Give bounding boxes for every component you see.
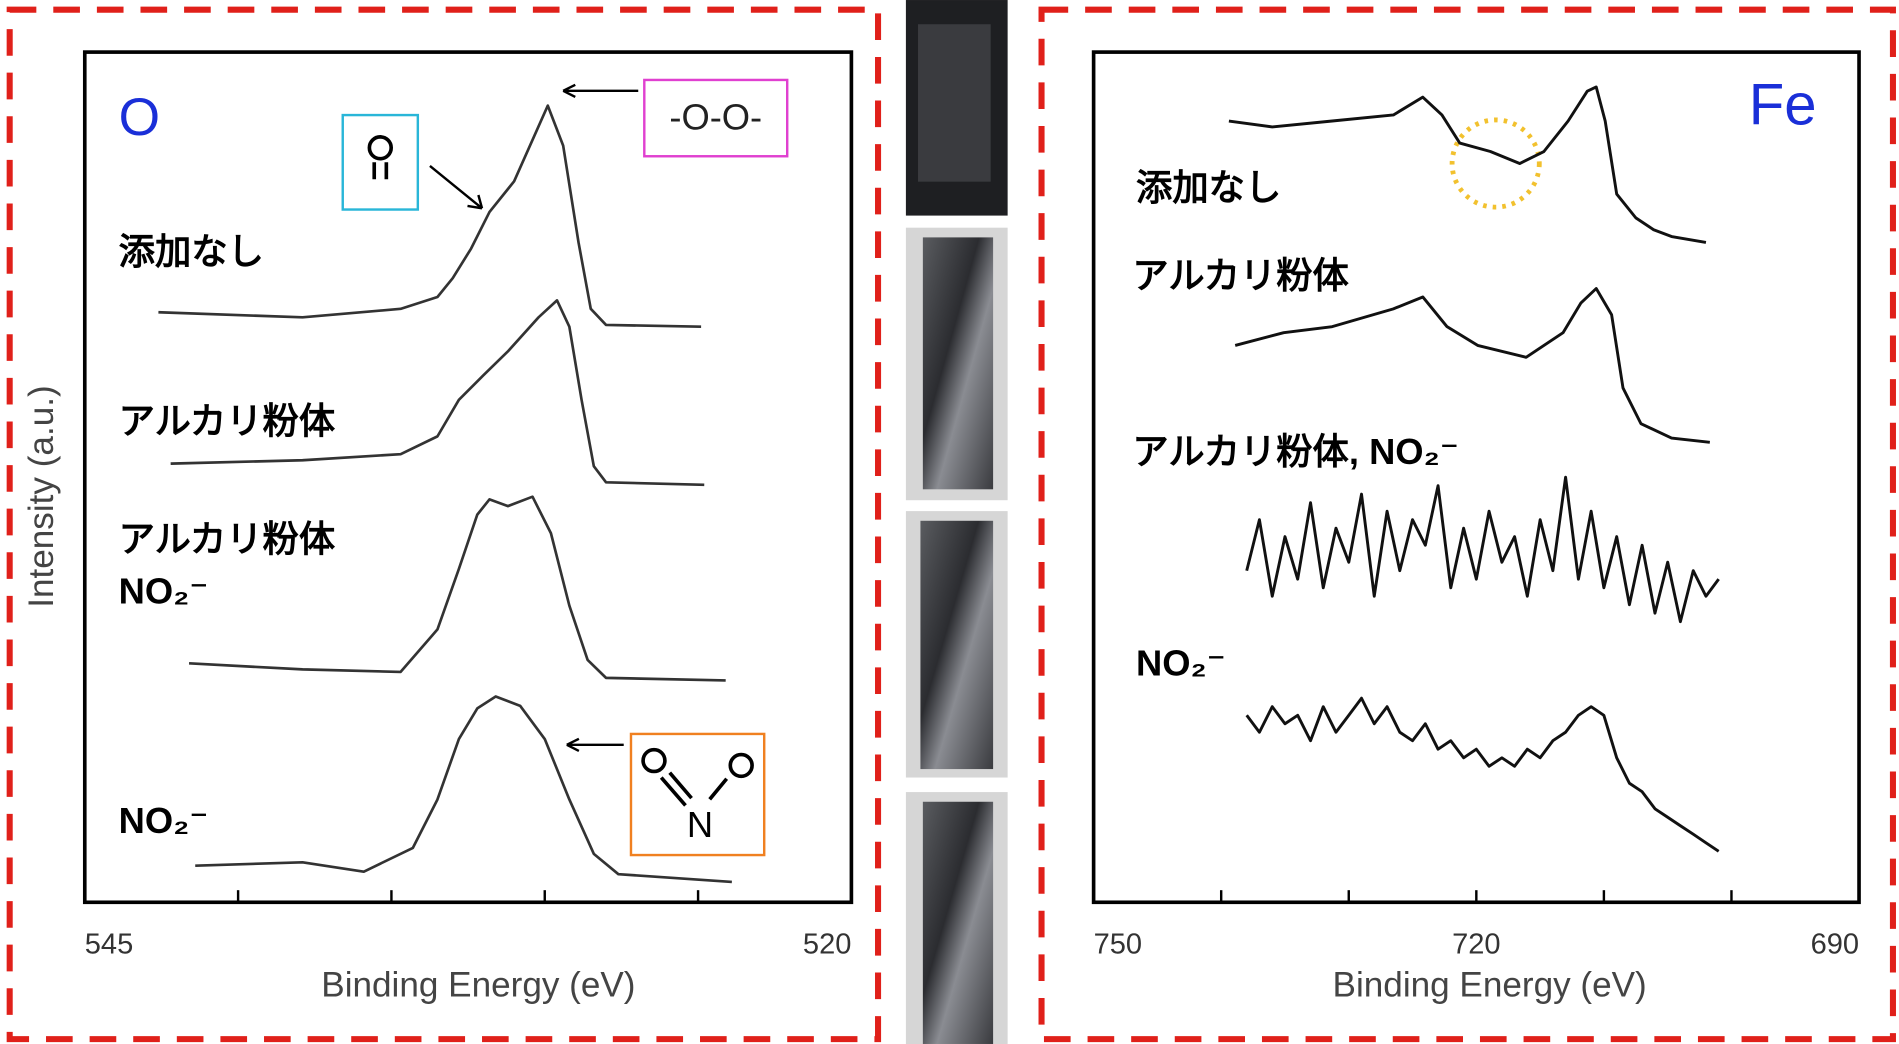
element-label: O xyxy=(119,88,160,147)
panel-border xyxy=(1042,10,1893,1039)
spectrum-line xyxy=(171,300,705,484)
photo-strip xyxy=(923,237,993,489)
annotation: N xyxy=(687,804,713,845)
arrow xyxy=(430,166,482,208)
figure: 545 520 Binding Energy (eV) Intensity (a.u.… xyxy=(0,0,1899,1044)
highlight-circle xyxy=(1452,120,1539,207)
x-tick-label: 520 xyxy=(803,929,851,961)
spectrum-line xyxy=(1247,477,1719,621)
photo-texture xyxy=(918,24,991,181)
x-tick-label: 545 xyxy=(85,929,133,961)
series-label: 添加なし xyxy=(119,231,264,272)
photo-strip xyxy=(923,802,993,1044)
series-label: NO₂⁻ xyxy=(119,800,209,841)
x-tick-label: 690 xyxy=(1811,929,1859,961)
series-label: 添加なし xyxy=(1136,167,1281,208)
structure-box xyxy=(343,115,418,209)
spectrum-line xyxy=(1235,289,1710,443)
x-tick-label: 750 xyxy=(1094,929,1142,961)
spectrum-line xyxy=(1229,87,1706,243)
spectrum-line xyxy=(1247,698,1719,851)
series-label: NO₂⁻ xyxy=(1136,643,1226,684)
element-label: Fe xyxy=(1749,72,1817,137)
arrow xyxy=(563,85,638,97)
spectrum-line xyxy=(158,106,701,327)
series-label: アルカリ粉体 xyxy=(119,400,336,441)
arrow xyxy=(567,739,624,751)
page: {"chart_data": [ {"type": "line", "eleme… xyxy=(0,0,1899,1044)
x-axis-label: Binding Energy (eV) xyxy=(321,965,635,1004)
annotation: -O-O- xyxy=(669,97,762,138)
series-label: アルカリ粉体 xyxy=(1132,255,1349,296)
y-axis-label: Intensity (a.u.) xyxy=(22,385,61,607)
sample-photos xyxy=(906,0,1008,1044)
x-axis-label: Binding Energy (eV) xyxy=(1333,965,1647,1004)
x-tick-label: 720 xyxy=(1452,929,1500,961)
series-label: アルカリ粉体, NO₂⁻ xyxy=(1132,431,1459,472)
photo-strip xyxy=(920,521,993,769)
